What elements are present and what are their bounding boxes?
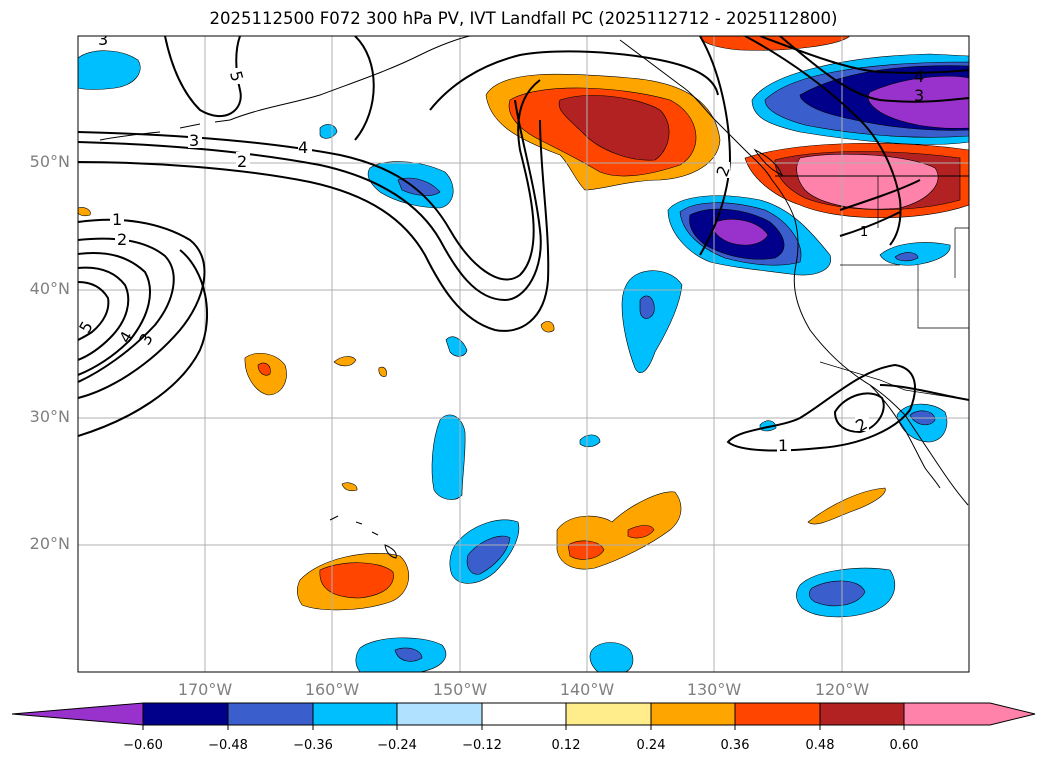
colorbar-tick-label: 0.36	[720, 738, 750, 753]
aleutian-islands	[99, 119, 231, 141]
colorbar-tick-label: −0.12	[462, 738, 502, 753]
lon-label-150w: 150°W	[432, 680, 488, 699]
colorbar-bin	[819, 702, 905, 726]
baja-peninsula	[869, 384, 941, 489]
colorbar-tick-label: 0.24	[636, 738, 666, 753]
us-west-coast	[793, 269, 969, 506]
anomaly-hawaii-east-core	[466, 535, 511, 575]
contour-baja-tail	[879, 384, 969, 401]
contour-west-outer	[78, 249, 208, 437]
contour-west-4	[78, 266, 130, 361]
lon-label-120w: 120°W	[814, 680, 870, 699]
vancouver-island	[753, 148, 783, 176]
colorbar-bin	[481, 702, 567, 726]
pv-contours	[78, 36, 969, 452]
lat-label-30n: 30°N	[29, 407, 70, 426]
contour-labels: 3 5 3 2 4 2 4 3 1 2 5 4 3 2 1 1	[78, 30, 924, 455]
anomaly-tiny-1	[579, 434, 601, 448]
colorbar	[11, 702, 1036, 730]
anomaly-hawaii-west-core	[319, 562, 394, 599]
lon-label-170w: 170°W	[177, 680, 233, 699]
colorbar-bin	[142, 702, 229, 726]
contour-label: 1	[860, 225, 868, 240]
contour-label: 1	[778, 436, 788, 455]
colorbar-min-extend	[11, 702, 144, 726]
contour-ridge-north	[354, 36, 375, 141]
anomaly-small-blue-1	[445, 336, 468, 357]
contour-trough-4a	[744, 36, 902, 246]
anomaly-small-2	[333, 356, 357, 367]
colorbar-tick-label: −0.36	[293, 738, 333, 753]
contour-label: 3	[189, 131, 199, 150]
contour-2-canyon	[78, 119, 550, 332]
colorbar-tick-label: 0.48	[805, 738, 835, 753]
contour-east-trough	[839, 179, 921, 237]
anomaly-small-5	[378, 366, 387, 377]
contour-west-3	[78, 252, 151, 376]
contour-trough-3	[779, 36, 969, 103]
lat-label-20n: 20°N	[29, 534, 70, 553]
contour-label: 4	[298, 138, 308, 157]
contour-west-5	[78, 281, 110, 341]
us-state-lines	[819, 176, 969, 401]
anomaly-south-mid	[589, 642, 634, 672]
anomaly-off-oregon-peak	[712, 218, 769, 246]
colorbar-bin	[650, 702, 736, 726]
anomaly-east-subtropic	[807, 487, 886, 525]
hawaii-islands	[329, 515, 397, 559]
colorbar-tick-label: 0.60	[889, 738, 919, 753]
contour-label: 2	[237, 152, 247, 171]
anomaly-mid-pacific-core	[639, 295, 655, 319]
positive-anomaly-fills	[78, 36, 969, 611]
contour-trough-4b	[759, 36, 969, 74]
colorbar-bin	[565, 702, 652, 726]
colorbar-bin	[734, 702, 821, 726]
colorbar-bin	[396, 702, 483, 726]
contour-label: 4	[914, 67, 924, 86]
lon-label-160w: 160°W	[304, 680, 360, 699]
alaska-coast	[229, 36, 471, 121]
map-frame	[77, 35, 970, 673]
anomaly-california-small-core	[894, 252, 919, 262]
contour-label: 1	[112, 210, 122, 229]
colorbar-max-extend	[903, 702, 1036, 726]
colorbar-tick-label: −0.24	[377, 738, 417, 753]
lon-label-140w: 140°W	[559, 680, 615, 699]
contour-label: 3	[914, 86, 924, 105]
contour-baja-2	[833, 392, 885, 434]
colorbar-bin	[312, 702, 398, 726]
map-title: 2025112500 F072 300 hPa PV, IVT Landfall…	[209, 9, 838, 28]
contour-4-canyon	[78, 79, 541, 281]
contour-ridge-east	[429, 50, 719, 111]
map-plot-area: 3 5 3 2 4 2 4 3 1 2 5 4 3 2 1 1	[78, 30, 969, 672]
anomaly-small-3	[540, 321, 555, 333]
anomaly-small-6	[78, 207, 91, 217]
anomaly-south-east-core	[809, 580, 866, 607]
contour-label: 5	[226, 69, 247, 84]
anomaly-northwest-corner	[78, 50, 141, 90]
lon-label-130w: 130°W	[686, 680, 742, 699]
contour-baja-1	[726, 363, 916, 452]
contour-label: 3	[98, 30, 108, 49]
anomaly-mid-pacific	[621, 270, 683, 373]
anomaly-south-center-core	[394, 647, 423, 662]
colorbar-tick-label: −0.48	[208, 738, 248, 753]
contour-label: 2	[117, 230, 127, 249]
bc-coast	[771, 179, 799, 271]
contour-upper-5	[164, 36, 242, 117]
coastlines	[99, 36, 969, 559]
colorbar-bin	[227, 702, 314, 726]
anomaly-small-1-core	[257, 362, 271, 376]
anomaly-subtropic-center-small	[627, 525, 655, 539]
alaska-panhandle	[619, 39, 773, 181]
colorbar-tick-label: 0.12	[551, 738, 581, 753]
anomaly-aleutian-small	[319, 124, 338, 139]
colorbar-tick-label: −0.60	[123, 738, 163, 753]
lat-label-40n: 40°N	[29, 279, 70, 298]
lat-label-50n: 50°N	[29, 152, 70, 171]
contour-trough-2	[699, 36, 732, 256]
anomaly-north-top	[699, 36, 851, 51]
anomaly-small-4	[341, 482, 358, 492]
